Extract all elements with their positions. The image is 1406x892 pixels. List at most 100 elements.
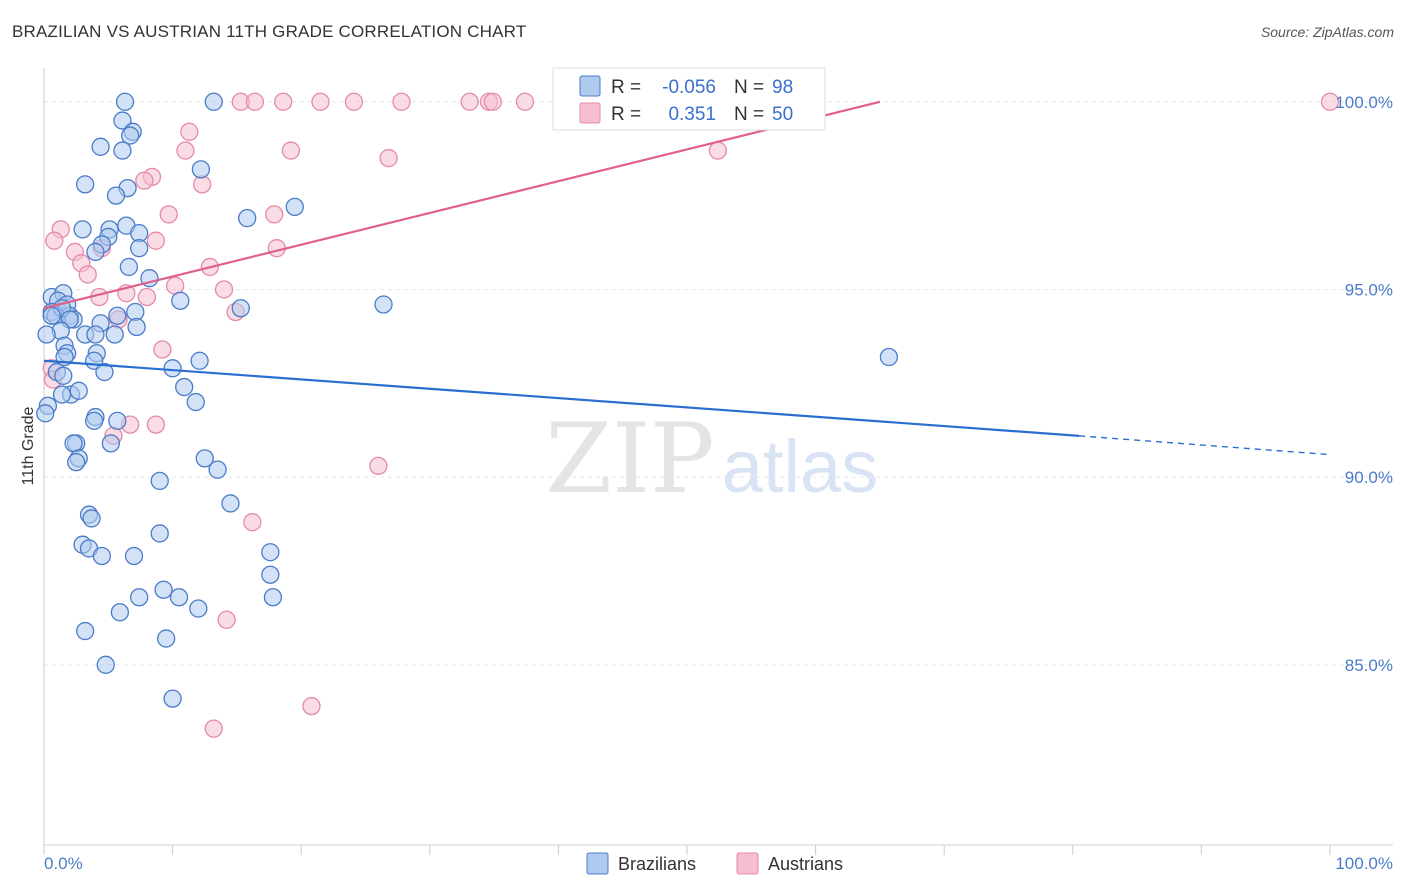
watermark-atlas: atlas [722,425,878,508]
brazilians-point [169,588,189,607]
austrians-point [515,92,535,111]
brazilians-point [113,111,132,130]
brazilians-point [52,385,72,404]
y-tick-label: 90.0% [1345,468,1393,487]
legend-swatch-austrians [736,852,759,875]
brazilians-point [157,629,176,648]
brazilians-point [101,434,121,453]
brazilians-point [121,126,140,145]
brazilians-point [92,546,112,566]
austrians-point [204,719,223,738]
brazilians-point [238,208,257,228]
austrians-point [392,92,411,111]
watermark-zip: ZIP [545,403,714,515]
austrians-point [708,141,728,160]
trend-lines [43,100,1331,456]
austrians-point [265,205,284,224]
brazilians-point [91,137,110,156]
brazilians-point [285,197,304,217]
stats-n-label-austrians: N = [734,104,764,125]
chart-title: BRAZILIAN VS AUSTRIAN 11TH GRADE CORRELA… [12,22,527,41]
austrians-point [193,175,212,194]
austrians-point [302,696,321,716]
brazilians-point [54,366,73,385]
austrians-point [45,231,64,250]
brazilians-point [189,599,208,618]
brazilians-point [108,306,127,325]
austrians-point [243,513,262,532]
brazilians-point [163,689,182,708]
brazilians-point [126,302,145,322]
austrians-point [217,610,236,629]
brazilians-point [195,449,214,468]
x-tick-label-min: 0.0% [44,854,83,873]
brazilians-point [374,295,393,314]
austrians-point [1320,92,1340,111]
brazilians-point [85,411,104,430]
austrians-trend-line [43,100,881,310]
brazilians-point [124,546,144,566]
austrians-point [245,92,265,111]
austrians-point [153,340,172,359]
brazilians-point [130,588,149,607]
chart-source: Source: ZipAtlas.com [1260,24,1394,40]
brazilians-trend-extension [1079,435,1331,456]
brazilians-point [154,580,173,599]
brazilians-point [42,306,61,325]
axes [43,68,1393,855]
brazilians-point [106,186,126,205]
austrians-point [274,92,293,111]
stats-r-label-austrians: R = [611,104,641,125]
brazilians-point [263,588,283,607]
austrians-point [344,92,364,111]
austrians-point [146,231,166,250]
austrians-point [460,92,479,111]
series-legend: Brazilians Austrians [586,852,843,875]
brazilians-point [127,317,146,337]
brazilians-point [76,175,95,194]
austrians-point [214,280,234,299]
stats-r-label-brazilians: R = [611,77,641,98]
brazilians-point [115,92,135,111]
austrians-point [146,415,166,434]
austrians-point [176,141,195,160]
stats-legend: R = -0.056 N = 98 R = 0.351 N = 50 [552,67,826,131]
austrians-point [281,141,301,160]
brazilians-point [69,381,88,400]
legend-label-brazilians: Brazilians [618,854,696,874]
stats-r-austrians: 0.351 [668,104,716,125]
brazilians-point [879,347,899,367]
stats-n-label-brazilians: N = [734,77,764,98]
y-tick-labels: 100.0% 95.0% 90.0% 85.0% [1335,93,1393,675]
stats-n-brazilians: 98 [772,77,793,98]
y-tick-label: 85.0% [1345,656,1393,675]
brazilians-point [171,291,190,310]
brazilians-trend-line [43,359,1080,437]
brazilians-point [208,460,227,479]
brazilians-point [191,160,211,179]
austrians-point [311,92,330,111]
brazilians-point [95,362,114,382]
austrians-point [159,205,178,224]
brazilians-point [82,509,101,528]
brazilians-point [86,242,105,262]
brazilians-point [108,411,127,430]
y-tick-label: 95.0% [1345,280,1393,299]
brazilians-point [261,565,280,584]
watermark: ZIP atlas [545,403,878,515]
brazilians-point [113,141,132,160]
y-tick-label: 100.0% [1335,93,1393,112]
brazilians-point [221,494,240,513]
legend-swatch-brazilians [586,852,609,875]
brazilians-point [186,392,205,412]
stats-r-brazilians: -0.056 [662,77,716,98]
brazilians-point [175,377,194,397]
austrians-point [180,122,199,141]
brazilians-point [204,92,223,111]
brazilians-point [36,404,55,423]
austrians-point [369,456,388,476]
brazilians-point [73,220,92,239]
brazilians-point [105,325,124,344]
stats-swatch-brazilians [579,75,601,97]
